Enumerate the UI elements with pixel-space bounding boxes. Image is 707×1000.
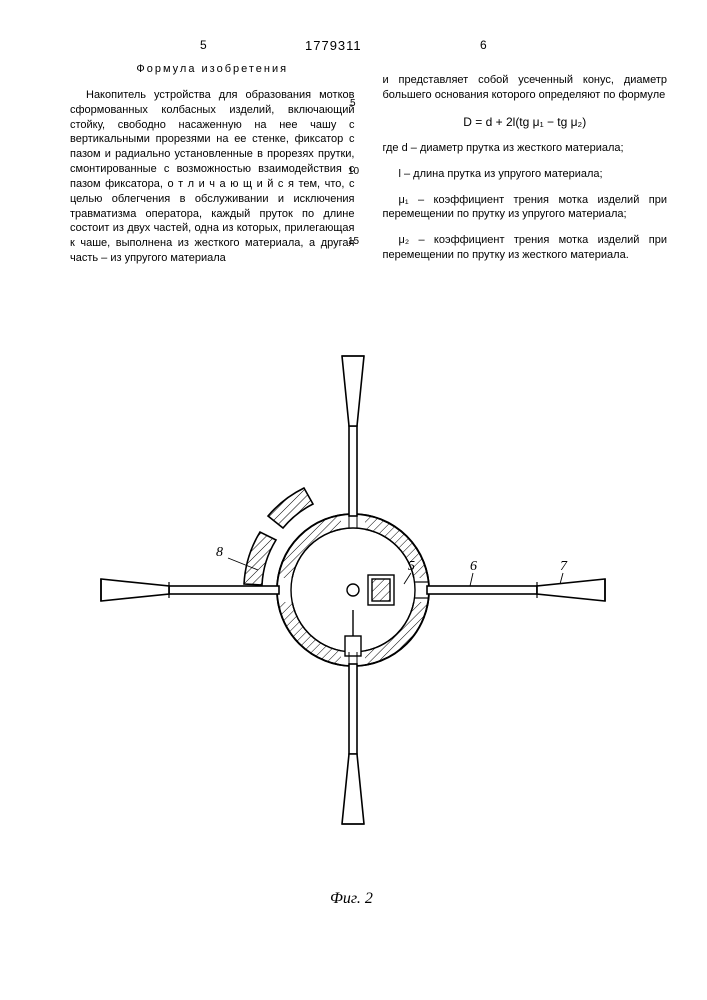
figure-label-5: 5 (408, 559, 415, 574)
left-column: Формула изобретения Накопитель устройств… (70, 62, 355, 277)
where-mu1: μ₁ – коэффициент трения мотка изделий пр… (383, 193, 668, 223)
line-number: 5 (350, 98, 356, 109)
formula: D = d + 2l(tg μ₁ − tg μ₂) (383, 114, 668, 130)
right-column: и представляет собой усеченный конус, ди… (383, 62, 668, 277)
line-number: 15 (348, 236, 359, 247)
figure-2: 5 6 7 8 Фиг. 2 (0, 310, 707, 930)
where-d: где d – диаметр прутка из жесткого матер… (383, 141, 668, 156)
claim-paragraph: Накопитель устройства для образования мо… (70, 88, 355, 266)
figure-caption: Фиг. 2 (330, 890, 373, 908)
figure-label-6: 6 (470, 559, 477, 574)
claim-title: Формула изобретения (70, 62, 355, 77)
figure-svg: 5 6 7 8 (0, 310, 707, 930)
intro-paragraph: и представляет собой усеченный конус, ди… (383, 73, 668, 103)
document-number: 1779311 (305, 38, 362, 53)
where-l: l – длина прутка из упругого материала; (383, 167, 668, 182)
text-columns: Формула изобретения Накопитель устройств… (70, 62, 667, 277)
figure-label-8: 8 (216, 545, 223, 560)
figure-label-7: 7 (560, 559, 568, 574)
line-number: 10 (348, 166, 359, 177)
column-number-right: 6 (480, 38, 487, 52)
column-number-left: 5 (200, 38, 207, 52)
page: 5 1779311 6 5 10 15 Формула изобретения … (0, 0, 707, 1000)
where-mu2: μ₂ – коэффициент трения мотка изделий пр… (383, 233, 668, 263)
